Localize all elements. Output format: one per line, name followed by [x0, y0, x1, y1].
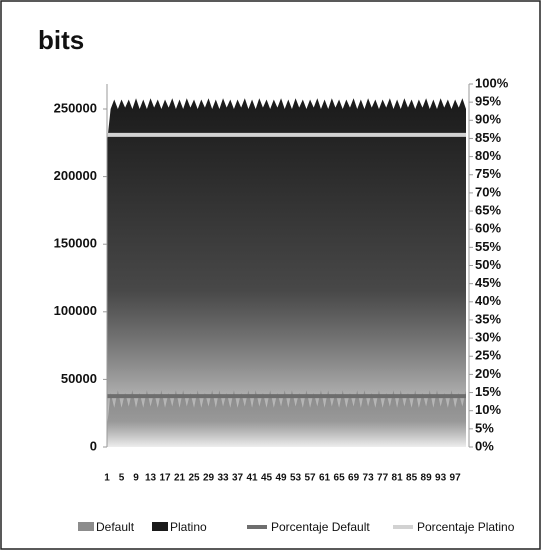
y2-tick-label: 90%	[475, 112, 501, 127]
legend-label: Porcentaje Default	[271, 520, 370, 534]
x-tick-label: 41	[246, 473, 258, 484]
y2-tick-label: 30%	[475, 330, 501, 345]
legend-label: Default	[96, 520, 135, 534]
x-tick-label: 9	[133, 473, 139, 484]
y2-tick-label: 100%	[475, 75, 509, 90]
x-tick-label: 85	[406, 473, 418, 484]
x-tick-label: 65	[334, 473, 346, 484]
x-tick-label: 53	[290, 473, 302, 484]
x-tick-label: 25	[188, 473, 200, 484]
y2-tick-label: 80%	[475, 148, 501, 163]
y2-tick-label: 35%	[475, 311, 501, 326]
y2-tick-label: 10%	[475, 402, 501, 417]
x-tick-label: 57	[305, 473, 317, 484]
y-tick-label: 50000	[61, 371, 97, 386]
area	[107, 390, 466, 447]
area	[107, 98, 466, 448]
y2-tick-label: 25%	[475, 348, 501, 363]
y-tick-label: 250000	[54, 100, 97, 115]
x-tick-label: 1	[104, 473, 110, 484]
x-tick-label: 17	[159, 473, 171, 484]
y2-tick-label: 40%	[475, 293, 501, 308]
x-tick-label: 97	[450, 473, 462, 484]
x-tick-label: 61	[319, 473, 331, 484]
x-tick-label: 81	[392, 473, 404, 484]
x-tick-label: 45	[261, 473, 273, 484]
x-tick-label: 77	[377, 473, 389, 484]
x-tick-label: 21	[174, 473, 186, 484]
x-tick-label: 73	[363, 473, 375, 484]
y2-tick-label: 95%	[475, 94, 501, 109]
y2-tick-label: 60%	[475, 221, 501, 236]
x-tick-label: 33	[217, 473, 229, 484]
y-tick-label: 200000	[54, 168, 97, 183]
legend-swatch	[152, 522, 168, 531]
y2-tick-label: 45%	[475, 275, 501, 290]
y2-tick-label: 15%	[475, 384, 501, 399]
y2-tick-label: 0%	[475, 438, 494, 453]
x-tick-label: 89	[421, 473, 433, 484]
y-tick-label: 0	[90, 438, 97, 453]
x-tick-label: 29	[203, 473, 215, 484]
y2-tick-label: 5%	[475, 420, 494, 435]
x-tick-label: 37	[232, 473, 244, 484]
x-tick-label: 69	[348, 473, 360, 484]
y2-tick-label: 70%	[475, 184, 501, 199]
x-tick-label: 93	[435, 473, 447, 484]
x-tick-label: 13	[145, 473, 157, 484]
y-tick-label: 100000	[54, 303, 97, 318]
y-tick-label: 150000	[54, 236, 97, 251]
legend-swatch	[78, 522, 94, 531]
y2-tick-label: 65%	[475, 202, 501, 217]
y2-tick-label: 55%	[475, 239, 501, 254]
legend-label: Platino	[170, 520, 207, 534]
y2-tick-label: 50%	[475, 257, 501, 272]
y2-tick-label: 20%	[475, 366, 501, 381]
chart-title: bits	[38, 25, 84, 55]
x-tick-label: 5	[119, 473, 125, 484]
y2-tick-label: 75%	[475, 166, 501, 181]
legend-label: Porcentaje Platino	[417, 520, 515, 534]
y2-tick-label: 85%	[475, 130, 501, 145]
x-tick-label: 49	[275, 473, 287, 484]
